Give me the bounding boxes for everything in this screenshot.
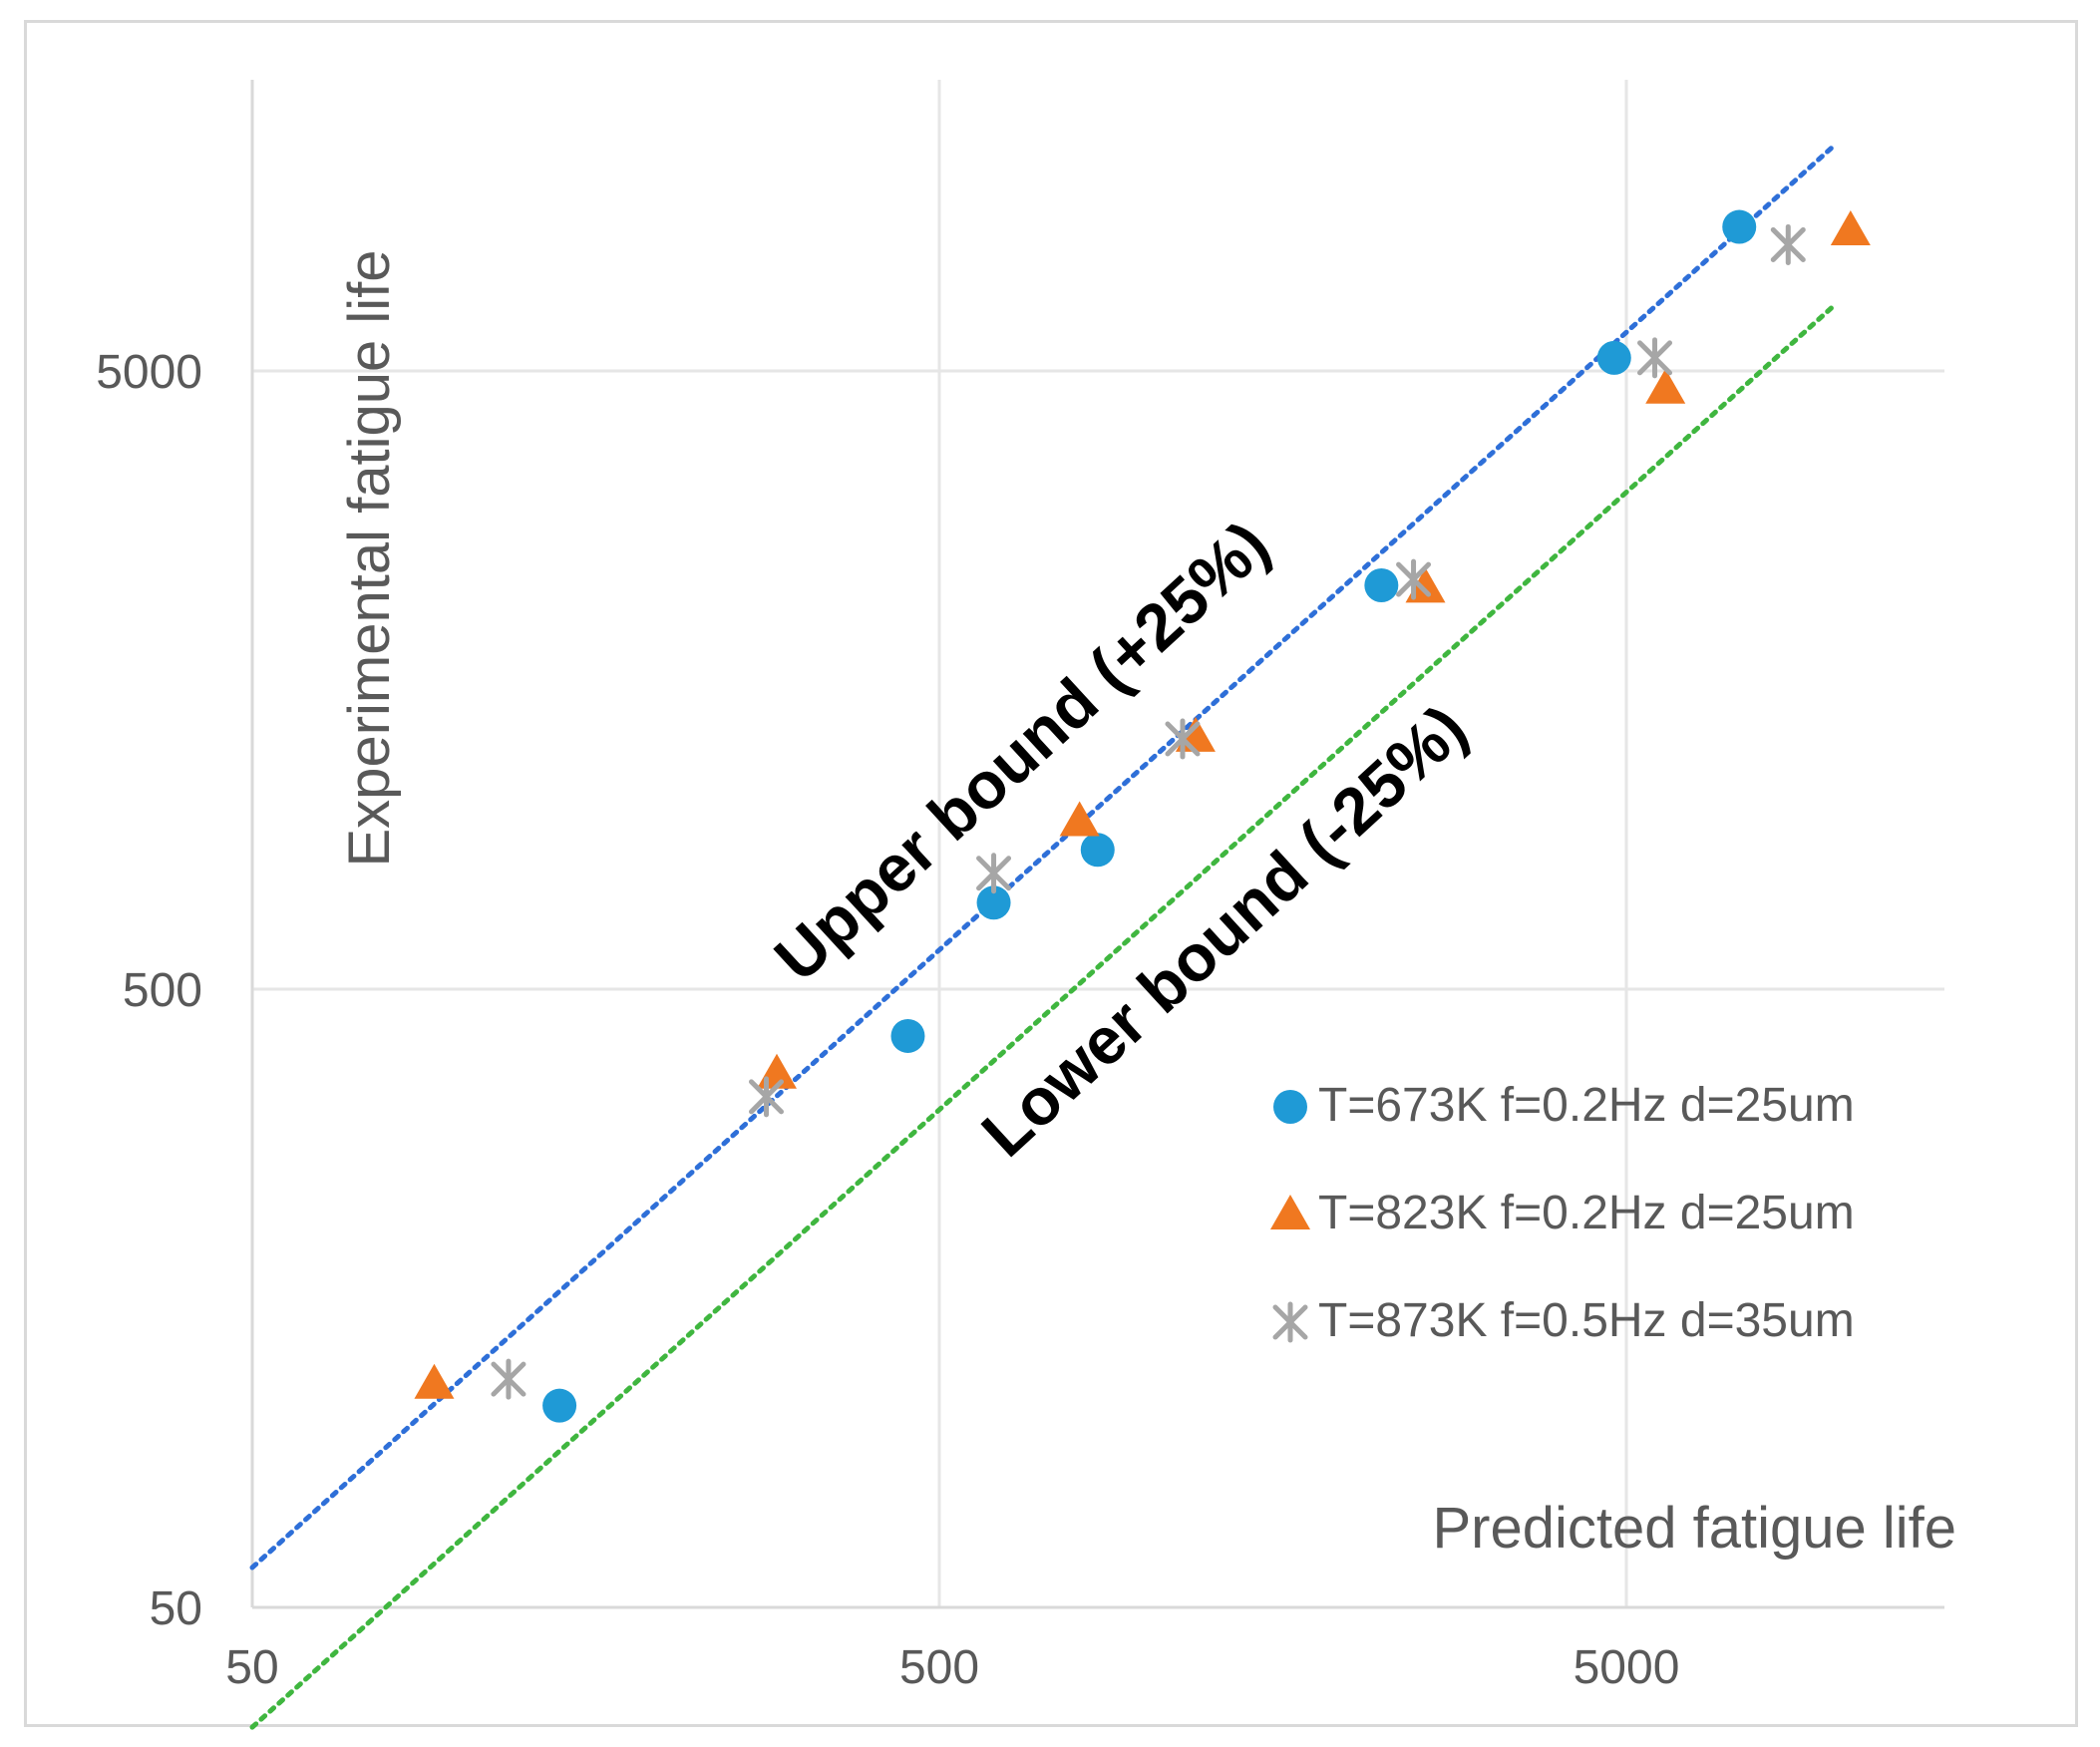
- data-point-series-1: [1080, 833, 1115, 868]
- data-point-series-3: [1637, 337, 1673, 379]
- x-tick-label: 50: [225, 1641, 278, 1694]
- data-point-series-1: [890, 1018, 925, 1053]
- data-point-series-1: [1722, 209, 1757, 244]
- data-point-series-3: [749, 1076, 785, 1118]
- data-point-series-2: [1059, 801, 1100, 837]
- legend-marker-series-3: [1272, 1301, 1308, 1343]
- data-point-series-3: [1165, 718, 1201, 760]
- legend-marker-symbol: [1272, 1301, 1308, 1343]
- data-point-series-1: [976, 885, 1011, 920]
- data-point-series-3: [1770, 223, 1806, 265]
- legend-label-series-2: T=823K f=0.2Hz d=25um: [1318, 1187, 1855, 1239]
- axis-layer: [250, 80, 1944, 1609]
- legend-marker-series-1: [1273, 1090, 1307, 1124]
- reference-lines: [249, 144, 1836, 1730]
- y-tick-label: 500: [123, 964, 202, 1017]
- legend-label-series-1: T=673K f=0.2Hz d=25um: [1318, 1079, 1855, 1132]
- data-point-series-2: [414, 1363, 455, 1399]
- x-axis-title: Predicted fatigue life: [1432, 1496, 1956, 1561]
- y-tick-labels: 50 500 5000: [96, 346, 202, 1635]
- data-point-series-3: [1396, 558, 1432, 600]
- data-point-series-1: [1596, 340, 1631, 375]
- data-point-series-3: [976, 853, 1012, 894]
- legend-marker-symbol: [1273, 1090, 1307, 1124]
- legend-marker-symbol: [1270, 1195, 1310, 1229]
- chart-frame: [24, 20, 2078, 1727]
- data-point-series-2: [1830, 210, 1871, 246]
- legend-marker-series-2: [1270, 1195, 1310, 1229]
- x-tick-label: 500: [899, 1641, 979, 1694]
- x-tick-labels: 50 500 5000: [225, 1641, 1679, 1694]
- data-point-series-1: [542, 1388, 577, 1423]
- data-point-series-2: [1645, 368, 1686, 404]
- y-tick-label: 5000: [96, 346, 202, 399]
- lower-bound-line: [249, 303, 1836, 1730]
- data-point-series-1: [1364, 568, 1399, 603]
- data-point-series-3: [491, 1358, 526, 1400]
- x-tick-label: 5000: [1574, 1641, 1680, 1694]
- y-axis-title: Experimental fatigue life: [337, 250, 402, 868]
- legend-label-series-3: T=873K f=0.5Hz d=35um: [1318, 1294, 1855, 1347]
- upper-bound-line: [249, 144, 1836, 1571]
- data-points: [414, 209, 1871, 1423]
- legend: T=673K f=0.2Hz d=25um T=823K f=0.2Hz d=2…: [1270, 1079, 1855, 1347]
- y-tick-label: 50: [150, 1582, 202, 1635]
